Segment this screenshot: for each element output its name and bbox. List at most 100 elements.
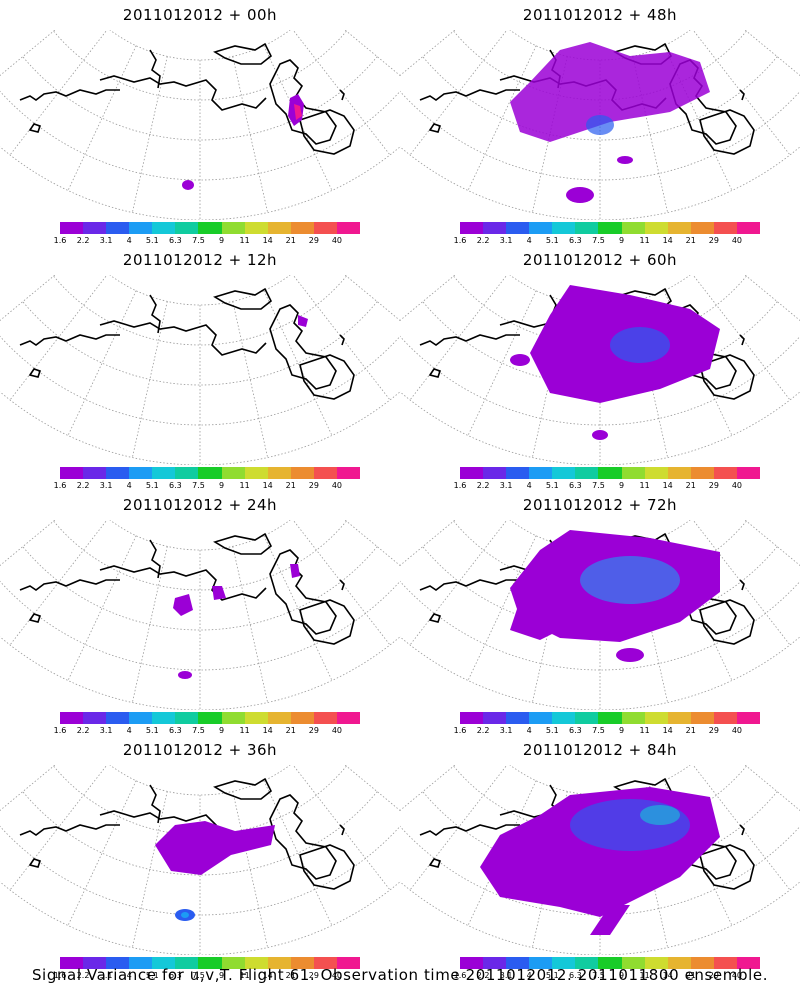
colorbar-tick-label: 21 (285, 971, 296, 980)
map-48h (400, 30, 800, 220)
longitude-line (344, 520, 400, 566)
colorbar-swatch (598, 222, 622, 234)
colorbar-swatch (529, 222, 553, 234)
colorbar-tick-label: 4 (526, 971, 532, 980)
colorbar-tick-label: 2.2 (476, 726, 490, 735)
colorbar-tick-label: 6.3 (169, 971, 182, 980)
colorbar-swatch (690, 712, 714, 724)
latitude-line (400, 391, 800, 465)
colorbar-tick-label: 9 (618, 971, 625, 980)
colorbar-swatch (598, 467, 622, 479)
coastline (213, 287, 273, 310)
colorbar-tick-label: 4 (526, 726, 532, 735)
colorbar-swatch (244, 467, 268, 479)
colorbar-swatch (690, 467, 714, 479)
colorbar-swatch (667, 222, 691, 234)
coastline (213, 42, 273, 65)
map-36h (0, 765, 400, 955)
colorbar-tick-label: 11 (239, 236, 250, 245)
colorbar-tick-label: 7.5 (192, 481, 205, 490)
coastline (269, 304, 337, 390)
colorbar-tick-label: 29 (308, 481, 319, 490)
colorbar-tick-label: 3.1 (499, 236, 513, 245)
coastline (299, 354, 355, 400)
longitude-line (663, 780, 733, 926)
longitude-line (232, 301, 269, 458)
panel-12h: 2011012012 + 12h 1.6 2.2 3.1 4 5.1 6.3 7.5 9 11 1… (0, 245, 400, 490)
longitude-line (292, 520, 391, 646)
coastline (19, 579, 120, 591)
colorbar-tick-label: 7.5 (192, 726, 205, 735)
longitude-line (632, 301, 669, 458)
colorbar-tick-label: 1.6 (453, 726, 467, 735)
latitude-line (53, 275, 347, 346)
colorbar (460, 222, 761, 234)
coastline (699, 109, 755, 155)
colorbar-tick-label: 14 (262, 971, 273, 980)
coastline (99, 565, 267, 601)
colorbar-swatch (244, 712, 268, 724)
coastline (699, 844, 755, 890)
latitude-line (400, 881, 800, 955)
longitude-line (632, 791, 669, 948)
colorbar-tick-label: 5.1 (145, 236, 159, 245)
colorbar-swatch (598, 957, 622, 969)
panel-title: 2011012012 + 12h (122, 251, 278, 269)
colorbar-tick-label: 4 (526, 481, 532, 490)
colorbar-tick-label: 6.3 (169, 236, 182, 245)
colorbar-swatch (198, 712, 222, 724)
longitude-line (292, 30, 391, 156)
coastline (269, 794, 337, 880)
colorbar-swatch (506, 222, 530, 234)
coastline (19, 89, 120, 101)
colorbar-tick-label: 11 (239, 971, 250, 980)
colorbar-swatch (290, 957, 314, 969)
colorbar-labels: 1.6 2.2 3.1 4 5.1 6.3 7.5 9 11 14 21 29 40 (54, 971, 360, 981)
longitude-line (692, 30, 791, 156)
longitude-line (344, 765, 400, 811)
longitude-line (9, 765, 108, 891)
colorbar-swatch (313, 712, 337, 724)
colorbar-swatch (667, 467, 691, 479)
longitude-line (263, 45, 333, 191)
colorbar-tick-label: 1.6 (53, 726, 67, 735)
colorbar-tick-label: 14 (662, 971, 673, 980)
coastline (28, 858, 42, 868)
colorbar-tick-label: 5.1 (545, 481, 559, 490)
colorbar-tick-label: 14 (662, 481, 673, 490)
colorbar-swatch (83, 957, 107, 969)
colorbar-labels: 1.6 2.2 3.1 4 5.1 6.3 7.5 9 11 14 21 29 40 (454, 236, 760, 246)
colorbar-swatch (736, 957, 761, 969)
coastline (19, 824, 120, 836)
colorbar-swatch (460, 222, 484, 234)
map-24h (0, 520, 400, 710)
coastline (19, 334, 120, 346)
colorbar-tick-label: 11 (639, 971, 650, 980)
colorbar-swatch (575, 712, 599, 724)
coastline (269, 59, 337, 145)
latitude-line (53, 30, 347, 101)
colorbar-swatch (506, 712, 530, 724)
colorbar-tick-label: 40 (731, 481, 743, 490)
longitude-line (263, 535, 333, 681)
longitude-line (263, 290, 333, 436)
colorbar-tick-label: 9 (618, 481, 625, 490)
latitude-line (0, 90, 400, 181)
coastline (739, 89, 745, 101)
latitude-line (0, 391, 400, 465)
colorbar-swatch (60, 957, 84, 969)
colorbar-tick-label: 14 (262, 726, 273, 735)
longitude-line (692, 520, 791, 646)
panel-36h: 2011012012 + 36h 1.6 2.2 3.1 4 5.1 6.3 7.5 9 11 1… (0, 735, 400, 980)
colorbar-tick-label: 21 (285, 481, 296, 490)
colorbar-tick-label: 6.3 (569, 971, 582, 980)
colorbar-swatch (152, 222, 176, 234)
colorbar-tick-label: 14 (262, 236, 273, 245)
colorbar-tick-label: 29 (308, 971, 319, 980)
longitude-line (531, 546, 568, 703)
colorbar-swatch (713, 222, 737, 234)
colorbar-swatch (313, 222, 337, 234)
colorbar-tick-label: 11 (239, 481, 250, 490)
longitude-line (531, 301, 568, 458)
colorbar-swatch (336, 222, 361, 234)
